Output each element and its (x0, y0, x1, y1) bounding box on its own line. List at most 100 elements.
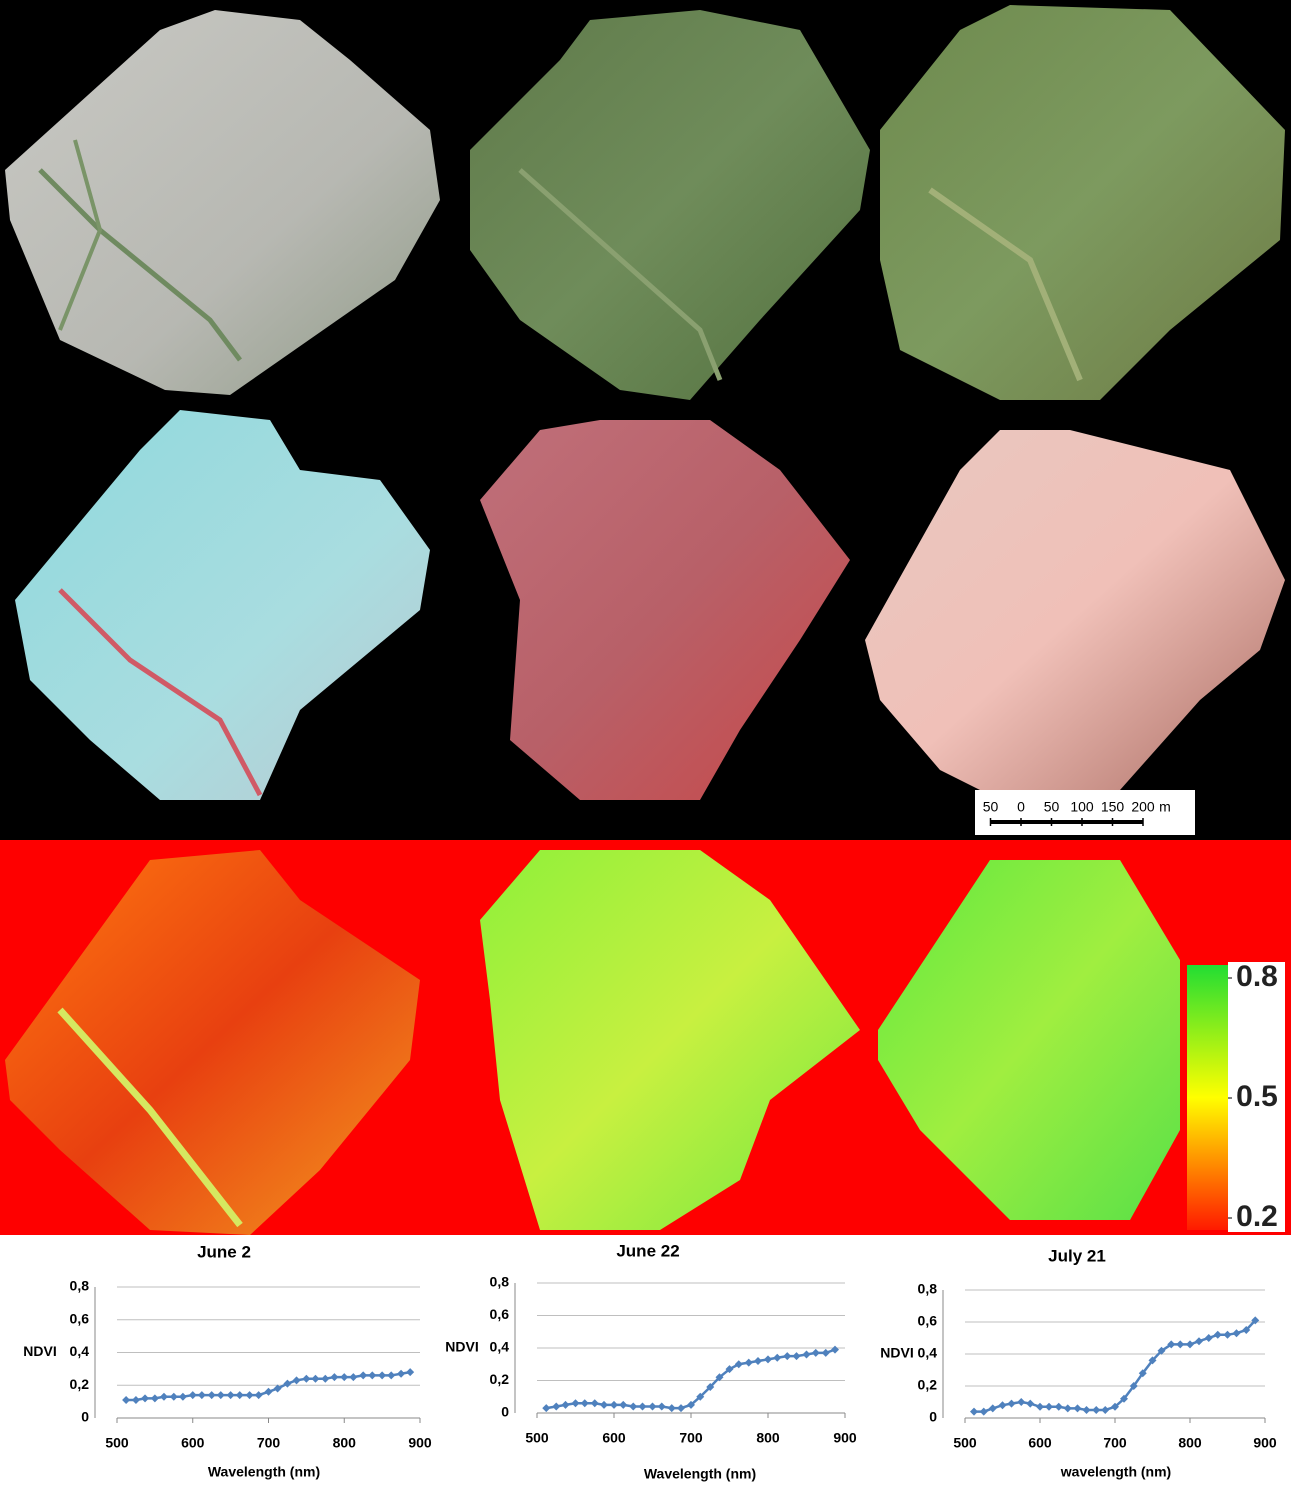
colorbar-label: 0.2 (1236, 1200, 1278, 1233)
data-point (1120, 1394, 1128, 1403)
colorbar-label-box (1228, 962, 1285, 1232)
x-tick-label: 900 (408, 1435, 432, 1451)
scale-bar-box (975, 790, 1195, 835)
scale-bar-unit: m (1159, 799, 1171, 815)
data-point (734, 1360, 743, 1369)
data-point (1092, 1406, 1101, 1414)
x-tick-label: 700 (257, 1435, 281, 1451)
charts: June 2 NDVI Wavelength (nm) 0 0,2 0,4 0,6 0,8 50… (23, 1241, 1277, 1481)
x-tick-label: 900 (833, 1430, 857, 1446)
data-point (1045, 1402, 1053, 1411)
data-point (657, 1402, 666, 1411)
x-tick-label: 900 (1253, 1435, 1277, 1451)
colorbar (1187, 965, 1228, 1230)
y-axis-label: NDVI (23, 1343, 56, 1359)
data-point (159, 1392, 168, 1401)
y-tick-label: 0 (81, 1409, 89, 1425)
road (58, 588, 263, 797)
data-point (216, 1391, 225, 1400)
data-point (696, 1392, 705, 1401)
y-axis-label: NDVI (445, 1339, 478, 1355)
y-tick-label: 0,8 (490, 1274, 510, 1290)
data-point (226, 1391, 235, 1400)
y-tick-label: 0 (929, 1409, 937, 1425)
data-point (706, 1383, 715, 1391)
data-point (676, 1404, 685, 1413)
data-point (715, 1373, 724, 1382)
colorbar-label: 0.5 (1236, 1080, 1278, 1113)
data-point (207, 1391, 216, 1400)
y-tick-label: 0,6 (70, 1310, 90, 1326)
data-point (629, 1402, 638, 1411)
scale-bar: 50 0 50 100 150 200 m (983, 799, 1171, 826)
scale-bar-label: 150 (1101, 799, 1125, 815)
data-point (988, 1404, 997, 1413)
data-point (667, 1404, 676, 1413)
x-tick-label: 500 (953, 1435, 977, 1451)
data-point (1176, 1340, 1185, 1349)
x-tick-label: 600 (1028, 1435, 1052, 1451)
road (928, 187, 1083, 382)
data-point (340, 1373, 349, 1382)
chart-title: June 2 (197, 1242, 251, 1261)
data-point (292, 1376, 301, 1385)
x-tick-label: 500 (105, 1435, 129, 1451)
data-point (264, 1387, 273, 1396)
x-tick-label: 600 (181, 1435, 205, 1451)
data-point (552, 1402, 561, 1411)
y-tick-label: 0,8 (918, 1281, 938, 1297)
chart-title: July 21 (1048, 1246, 1106, 1265)
data-point (359, 1371, 368, 1380)
cir-mosaic (480, 420, 850, 800)
y-tick-label: 0,2 (490, 1371, 510, 1387)
data-point (1138, 1369, 1147, 1378)
data-point (245, 1391, 254, 1400)
data-point (311, 1374, 320, 1383)
data-point (1101, 1406, 1110, 1414)
y-axis-label: NDVI (880, 1345, 913, 1361)
ndvi-mosaic (878, 860, 1180, 1220)
data-point (744, 1358, 753, 1367)
data-point (753, 1357, 762, 1365)
x-tick-label: 700 (1103, 1435, 1127, 1451)
data-point (254, 1391, 263, 1400)
data-point (580, 1399, 589, 1408)
data-point (571, 1399, 580, 1408)
data-point (1063, 1404, 1072, 1413)
colorbar-label: 0.8 (1236, 960, 1278, 993)
x-tick-label: 800 (1178, 1435, 1202, 1451)
x-tick-label: 800 (756, 1430, 780, 1446)
data-point (1054, 1402, 1063, 1411)
road (58, 139, 103, 331)
data-point (821, 1348, 830, 1357)
data-point (610, 1400, 618, 1409)
road (57, 1007, 243, 1228)
data-point (406, 1368, 415, 1377)
data-point (1232, 1329, 1241, 1338)
data-point (169, 1392, 178, 1401)
data-point (1242, 1326, 1251, 1334)
data-point (638, 1402, 647, 1411)
data-point (998, 1401, 1007, 1410)
data-point (1026, 1399, 1035, 1408)
data-point (1204, 1334, 1213, 1342)
data-point (1157, 1346, 1166, 1355)
data-point (970, 1407, 978, 1416)
scale-bar-label: 50 (1044, 799, 1060, 815)
data-point (773, 1353, 782, 1362)
data-point (792, 1352, 801, 1361)
data-point (1036, 1402, 1044, 1411)
x-tick-label: 800 (333, 1435, 357, 1451)
data-point (302, 1374, 311, 1383)
data-point (397, 1369, 406, 1378)
data-point (1073, 1404, 1082, 1413)
data-point (648, 1402, 657, 1411)
data-point (619, 1400, 628, 1409)
data-point (1223, 1330, 1232, 1339)
rgb-mosaic (5, 10, 440, 395)
data-point (802, 1350, 811, 1359)
data-point (1129, 1382, 1138, 1390)
x-tick-label: 700 (679, 1430, 703, 1446)
scale-bar-label: 200 (1131, 799, 1155, 815)
